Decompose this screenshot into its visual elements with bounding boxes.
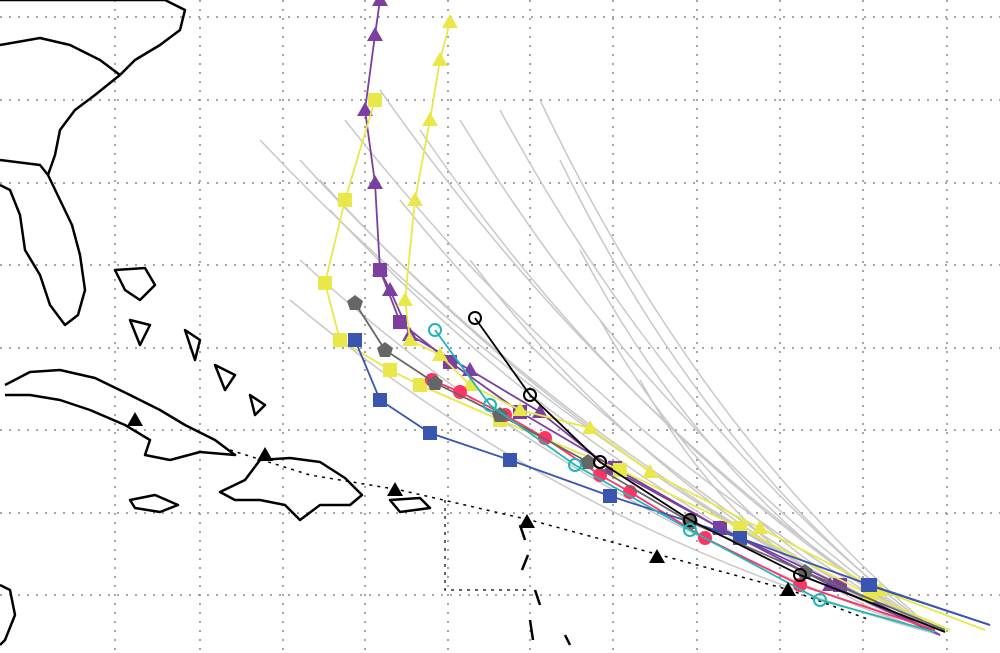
watch-box <box>444 500 530 591</box>
track-marker <box>683 513 697 527</box>
track-marker <box>580 454 596 469</box>
coastlines <box>0 0 572 646</box>
track-marker <box>372 0 388 6</box>
track-marker <box>427 375 443 390</box>
track-marker <box>603 489 617 503</box>
track-marker <box>407 192 423 206</box>
track-marker <box>442 14 458 28</box>
track-marker <box>377 342 393 357</box>
ensemble-track <box>579 249 941 636</box>
track-marker <box>367 27 383 41</box>
track-marker <box>432 52 448 66</box>
model-track <box>434 329 936 633</box>
track-marker <box>462 377 478 391</box>
track-marker <box>512 402 528 416</box>
track-marker <box>813 593 827 607</box>
track-marker <box>468 311 482 325</box>
track-marker <box>383 363 397 377</box>
track-marker <box>422 112 438 126</box>
track-marker <box>338 193 352 207</box>
model-track <box>474 317 946 633</box>
track-marker <box>357 102 373 116</box>
track-marker <box>367 175 383 189</box>
track-marker <box>333 333 347 347</box>
track-marker <box>752 520 768 534</box>
track-marker <box>432 347 448 361</box>
model-track <box>354 339 991 626</box>
track-marker <box>861 578 875 592</box>
track-marker <box>348 333 362 347</box>
track-marker <box>713 521 727 535</box>
track-marker <box>503 453 517 467</box>
track-marker <box>393 315 407 329</box>
model-tracks <box>318 0 991 636</box>
track-marker <box>793 568 807 582</box>
past-position <box>257 447 273 461</box>
track-marker <box>568 458 582 472</box>
track-marker <box>318 276 332 290</box>
track-marker <box>368 93 382 107</box>
track-marker <box>397 292 413 306</box>
ensemble-track <box>639 379 941 636</box>
past-position <box>780 582 796 596</box>
track-marker <box>523 388 537 402</box>
model-track <box>404 21 986 631</box>
past-position <box>649 549 665 563</box>
track-marker <box>373 393 387 407</box>
track-marker <box>492 407 508 422</box>
track-marker <box>642 464 658 478</box>
track-marker <box>453 385 467 399</box>
track-marker <box>683 523 697 537</box>
model-track <box>867 584 991 626</box>
ensemble-track <box>559 159 941 636</box>
model-track <box>354 302 946 631</box>
track-marker <box>347 295 363 310</box>
track-marker <box>413 378 427 392</box>
track-marker <box>483 398 497 412</box>
track-marker <box>382 282 398 296</box>
past-position <box>127 412 143 426</box>
ensemble-track <box>539 99 941 636</box>
track-marker <box>402 332 418 346</box>
track-marker <box>593 455 607 469</box>
track-marker <box>582 420 598 434</box>
track-marker <box>423 426 437 440</box>
track-marker <box>793 578 807 592</box>
past-position <box>519 514 535 528</box>
track-marker <box>428 323 442 337</box>
past-position <box>387 482 403 496</box>
track-marker <box>373 263 387 277</box>
